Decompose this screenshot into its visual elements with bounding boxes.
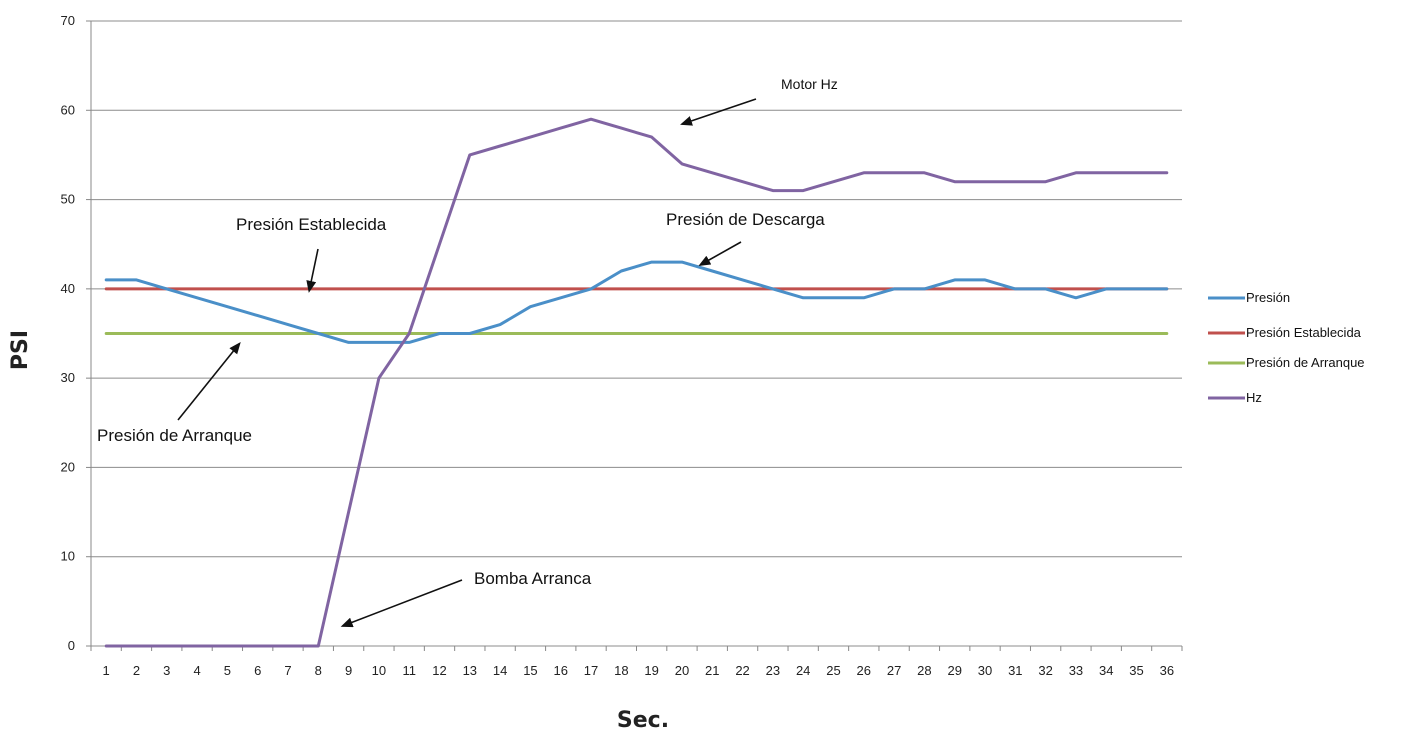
x-tick-label: 13 — [463, 663, 477, 678]
annotation-arrow — [177, 341, 241, 421]
annotation-arrow — [680, 98, 757, 126]
x-tick-label: 30 — [978, 663, 992, 678]
x-tick-label: 27 — [887, 663, 901, 678]
x-tick-label: 24 — [796, 663, 810, 678]
series-line-hz — [104, 117, 1169, 648]
annotation-arrow — [340, 579, 463, 628]
legend-label: Presión Establecida — [1246, 325, 1362, 340]
y-tick-label: 50 — [61, 192, 75, 207]
annotation-label: Motor Hz — [781, 76, 838, 92]
y-tick-label: 60 — [61, 102, 75, 117]
legend-item: Presión de Arranque — [1208, 355, 1365, 370]
x-tick-label: 26 — [857, 663, 871, 678]
legend-label: Presión — [1246, 290, 1290, 305]
x-tick-label: 32 — [1038, 663, 1052, 678]
x-tick-label: 21 — [705, 663, 719, 678]
x-tick-label: 23 — [766, 663, 780, 678]
x-tick-label: 5 — [224, 663, 231, 678]
legend-item: Hz — [1208, 390, 1262, 405]
x-tick-label: 4 — [193, 663, 200, 678]
x-tick-label: 31 — [1008, 663, 1022, 678]
legend: Presión Presión Establecida Presión de Arr… — [1208, 290, 1365, 405]
annotation-label: Presión de Descarga — [666, 210, 825, 229]
x-axis-ticks: 1 2 3 4 5 6 7 8 9 10 11 12 13 14 15 16 17 18 19 20 21 22 23 24 2… — [90, 646, 1183, 678]
y-axis-ticks: 0 10 20 30 40 50 60 70 — [61, 13, 91, 653]
x-tick-label: 11 — [402, 663, 416, 678]
y-tick-label: 40 — [61, 281, 75, 296]
x-tick-label: 29 — [947, 663, 961, 678]
x-tick-label: 8 — [315, 663, 322, 678]
y-tick-label: 20 — [61, 459, 75, 474]
y-tick-label: 30 — [61, 370, 75, 385]
annotation-label: Bomba Arranca — [474, 569, 592, 588]
x-tick-label: 25 — [826, 663, 840, 678]
x-tick-label: 12 — [432, 663, 446, 678]
x-tick-label: 28 — [917, 663, 931, 678]
x-tick-label: 22 — [735, 663, 749, 678]
y-tick-label: 10 — [61, 549, 75, 564]
annotations: Presión Establecida Presión de Arranque Pr… — [97, 76, 838, 628]
series-lines — [104, 117, 1169, 648]
x-tick-label: 33 — [1069, 663, 1083, 678]
x-tick-label: 20 — [675, 663, 689, 678]
x-tick-label: 10 — [372, 663, 386, 678]
x-axis-title: Sec. — [617, 708, 669, 733]
legend-label: Hz — [1246, 390, 1262, 405]
annotation-arrow — [306, 248, 319, 293]
x-tick-label: 14 — [493, 663, 507, 678]
x-tick-label: 7 — [284, 663, 291, 678]
x-tick-label: 36 — [1160, 663, 1174, 678]
y-tick-label: 70 — [61, 13, 75, 28]
series-line-presi-n — [104, 260, 1169, 344]
x-tick-label: 35 — [1129, 663, 1143, 678]
x-tick-label: 34 — [1099, 663, 1113, 678]
y-axis-title: PSI — [8, 330, 33, 370]
x-tick-label: 1 — [103, 663, 110, 678]
annotation-arrow — [698, 241, 742, 266]
x-tick-label: 3 — [163, 663, 170, 678]
legend-item: Presión — [1208, 290, 1290, 305]
x-tick-label: 19 — [644, 663, 658, 678]
legend-item: Presión Establecida — [1208, 325, 1362, 340]
x-tick-label: 18 — [614, 663, 628, 678]
x-tick-label: 2 — [133, 663, 140, 678]
legend-label: Presión de Arranque — [1246, 355, 1365, 370]
annotation-label: Presión de Arranque — [97, 426, 252, 445]
x-tick-label: 15 — [523, 663, 537, 678]
y-tick-label: 0 — [68, 638, 75, 653]
x-tick-label: 9 — [345, 663, 352, 678]
x-tick-label: 16 — [554, 663, 568, 678]
x-tick-label: 17 — [584, 663, 598, 678]
x-tick-label: 6 — [254, 663, 261, 678]
annotation-label: Presión Establecida — [236, 215, 387, 234]
